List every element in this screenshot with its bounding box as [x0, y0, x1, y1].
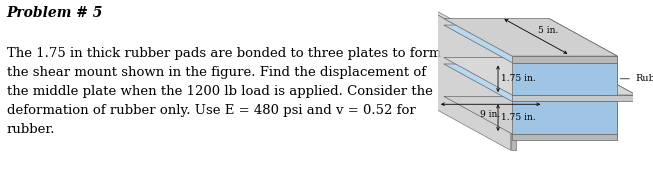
Polygon shape	[444, 58, 636, 95]
Polygon shape	[444, 96, 617, 134]
Polygon shape	[549, 64, 617, 134]
Polygon shape	[549, 25, 617, 95]
Polygon shape	[549, 19, 617, 63]
Text: The 1.75 in thick rubber pads are bonded to three plates to form
the shear mount: The 1.75 in thick rubber pads are bonded…	[7, 47, 441, 136]
Text: 9 in.: 9 in.	[481, 110, 501, 119]
Polygon shape	[512, 63, 617, 95]
Text: 5 in.: 5 in.	[538, 27, 558, 35]
Polygon shape	[444, 64, 617, 101]
Polygon shape	[512, 134, 617, 140]
Text: Rubber: Rubber	[620, 74, 653, 83]
Polygon shape	[444, 19, 617, 56]
Polygon shape	[444, 25, 617, 63]
Text: 1.75 in.: 1.75 in.	[501, 113, 535, 122]
Text: Problem # 5: Problem # 5	[7, 6, 103, 20]
Polygon shape	[511, 55, 517, 150]
Polygon shape	[512, 101, 617, 134]
Polygon shape	[549, 96, 617, 140]
Polygon shape	[568, 58, 636, 101]
Text: 1.75 in.: 1.75 in.	[501, 74, 535, 83]
Polygon shape	[426, 9, 517, 55]
Polygon shape	[512, 56, 617, 63]
Polygon shape	[512, 95, 636, 101]
Polygon shape	[426, 9, 511, 150]
